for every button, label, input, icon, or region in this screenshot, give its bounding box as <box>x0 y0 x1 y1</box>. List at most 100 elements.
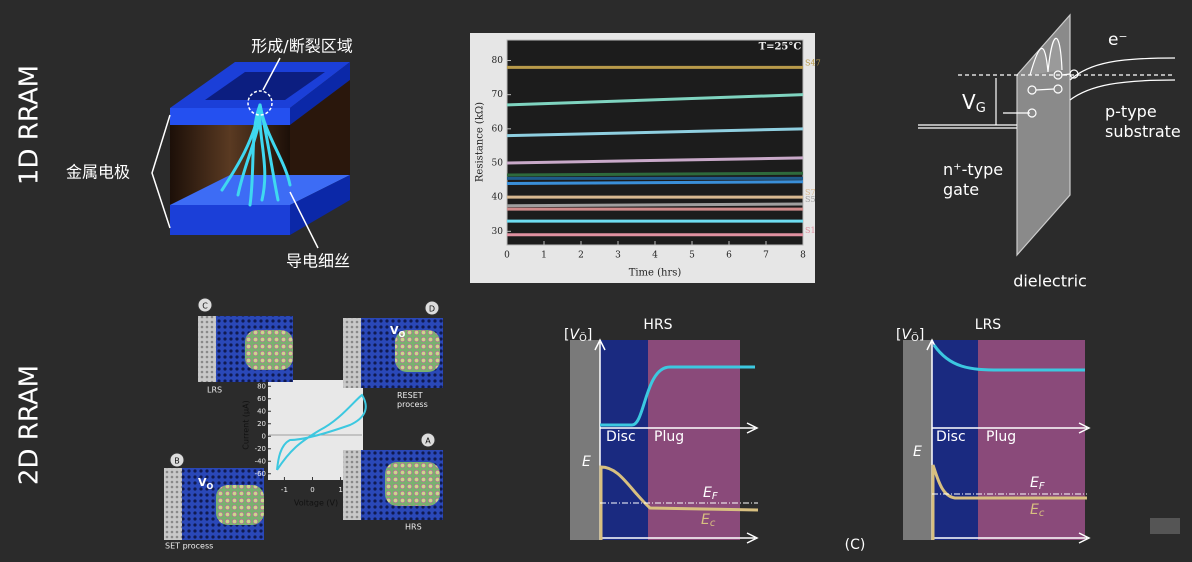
main: E <box>1030 475 1039 491</box>
series-label: S5 <box>805 195 816 204</box>
main: E <box>701 512 710 528</box>
line: substrate <box>1105 122 1181 141</box>
x-tick-label: 7 <box>763 251 769 261</box>
x-tick-label: 1 <box>541 251 547 261</box>
sub: c <box>1039 508 1045 519</box>
y-tick-label: -20 <box>255 445 266 453</box>
x-tick-label: 8 <box>800 251 806 261</box>
x-tick-label: 0 <box>504 251 510 261</box>
axis-label: [VÖ] <box>896 327 924 344</box>
energy-label: E <box>582 454 591 470</box>
inset-letter: B <box>174 457 180 466</box>
series-line <box>506 180 804 185</box>
ef-label: EF <box>703 485 718 502</box>
sub: F <box>712 491 718 502</box>
dielectric-label: dielectric <box>1013 272 1087 291</box>
substrate-label: p-type substrate <box>1105 102 1181 141</box>
ec-label: Ec <box>1030 502 1045 519</box>
y-label: Current (μA) <box>242 400 251 449</box>
y-tick-label: -60 <box>255 470 266 478</box>
state-label: LRS <box>975 317 1002 333</box>
electron-label: e⁻ <box>1108 30 1127 50</box>
series-label: S7 <box>805 188 816 197</box>
inset <box>343 318 443 388</box>
region-label: Plug <box>986 429 1016 445</box>
state-label: HRS <box>643 317 672 333</box>
part: [ <box>896 327 901 343</box>
x-tick-label: 5 <box>689 251 695 261</box>
inset-letter: A <box>425 437 431 446</box>
vacancy-labels: [VÖ] [VÖ] HRS LRS Disc Plug Disc Plug E … <box>564 317 1045 553</box>
sub: F <box>1039 481 1045 492</box>
hrs-label: HRS <box>405 523 422 532</box>
vg-sub: G <box>976 101 986 116</box>
band-diagram: e⁻ VG p-type substrate n⁺-type gate dielec… <box>918 13 1181 291</box>
line: gate <box>943 180 979 199</box>
set-label: SET process <box>165 542 213 551</box>
y-tick-label: 80 <box>492 56 504 66</box>
gate-label: n⁺-type gate <box>943 160 1003 199</box>
x-tick-label: 1 <box>338 486 342 494</box>
y-tick-label: 0 <box>262 432 266 440</box>
y-tick-label: 30 <box>492 227 504 237</box>
lrs-label: LRS <box>207 386 222 395</box>
series-line <box>506 127 804 138</box>
series-line <box>506 93 804 107</box>
vg-label: VG <box>962 90 986 116</box>
vo-sub: O <box>207 482 214 491</box>
x-tick-label: 4 <box>652 251 658 261</box>
axis-label: [VÖ] <box>564 327 592 344</box>
region-label: Disc <box>936 429 966 445</box>
main: E <box>703 485 712 501</box>
line: p-type <box>1105 102 1157 121</box>
vo-main: V <box>198 476 207 489</box>
y-tick-label: 40 <box>257 407 266 415</box>
series-line <box>506 202 804 208</box>
region-label: 形成/断裂区域 <box>251 37 352 56</box>
section-label: 2D RRAM <box>15 365 45 485</box>
y-tick-label: 20 <box>257 420 266 428</box>
electrode-label: 金属电极 <box>66 163 130 182</box>
sub: c <box>710 518 716 529</box>
x-tick-label: 6 <box>726 251 732 261</box>
inset-letter: D <box>429 305 435 314</box>
region-label: Plug <box>654 429 684 445</box>
x-label: Voltage (V) <box>294 499 338 508</box>
caption: (C) <box>845 537 866 553</box>
series-label: S47 <box>805 58 821 67</box>
section-label: 1D RRAM <box>15 65 45 185</box>
vacancy-lrs <box>903 338 1091 544</box>
vo-main: V <box>390 324 399 337</box>
part: Ö <box>911 331 919 344</box>
y-tick-label: 40 <box>492 193 504 203</box>
plot-title: T=25°C <box>759 42 802 53</box>
inset <box>164 468 264 540</box>
vo-label: VO <box>198 476 214 491</box>
y-tick-label: 60 <box>492 124 504 134</box>
y-tick-label: -40 <box>255 457 266 465</box>
part: ] <box>919 327 924 343</box>
ef-label: EF <box>1030 475 1045 492</box>
vacancy-hrs <box>570 338 759 544</box>
inset <box>198 316 293 382</box>
x-tick-label: 3 <box>615 251 621 261</box>
x-label: Time (hrs) <box>629 268 682 279</box>
x-tick-label: 2 <box>578 251 584 261</box>
line: n⁺-type <box>943 160 1003 179</box>
inset-letter: C <box>202 302 208 311</box>
vo-sub: O <box>399 330 406 339</box>
part: [ <box>564 327 569 343</box>
nav-button[interactable] <box>1150 518 1180 534</box>
part: V <box>901 327 912 343</box>
y-tick-label: 70 <box>492 90 504 100</box>
energy-label: E <box>913 444 922 460</box>
line: RESET <box>397 391 423 400</box>
reset-label: RESET process <box>397 391 428 409</box>
filament-figure: 形成/断裂区域 金属电极 导电细丝 <box>66 37 353 271</box>
iv-figure: Current (μA) Voltage (V) C D B A LRS RES… <box>164 297 443 551</box>
y-label: Resistance (kΩ) <box>475 102 486 182</box>
x-tick-label: -1 <box>281 486 288 494</box>
part: Ö <box>579 331 587 344</box>
y-tick-label: 50 <box>492 159 504 169</box>
